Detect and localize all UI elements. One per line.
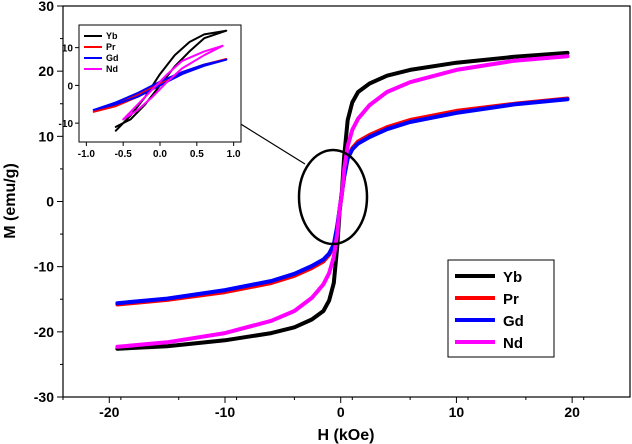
main-y-ticks: -30 -20 -10 0 10 20 30 [34,0,63,405]
inset-series-group [92,29,228,132]
main-series-group [115,50,570,351]
inset-series-line-nd [122,44,224,121]
x-tick-label: 20 [564,404,580,420]
x-tick-label: -20 [99,404,119,420]
inset-legend-label-nd: Nd [106,64,118,74]
origin-ellipse [297,148,369,246]
y-tick-label: 10 [38,128,54,144]
inset-x-tick-label: -1.0 [78,149,96,160]
legend-label-gd: Gd [503,313,524,330]
inset-y-tick-label: 10 [62,44,74,55]
inset-x-tick-label: 0.0 [153,149,167,160]
y-tick-label: 20 [38,63,54,79]
inset-series-line-gd [92,58,228,111]
inset-legend-label-pr: Pr [106,42,116,52]
main-x-ticks: -20 -10 0 10 20 [62,397,585,420]
y-axis-label: M (emu/g) [2,163,19,239]
inset-x-tick-label: 0.5 [190,149,204,160]
inset-y-tick-label: -10 [59,119,74,130]
y-tick-label: 30 [38,0,54,14]
x-axis-label: H (kOe) [318,427,375,444]
legend-label-pr: Pr [503,291,519,308]
y-tick-label: -10 [34,259,54,275]
x-tick-label: 0 [337,404,345,420]
inset-x-tick-label: 1.0 [227,149,241,160]
inset-y-tick-label: 0 [67,81,73,92]
inset-y-ticks: -10 0 10 [59,44,79,130]
inset-x-tick-label: -0.5 [115,149,133,160]
y-tick-label: -20 [34,324,54,340]
legend-label-yb: Yb [503,269,522,286]
x-tick-label: 10 [449,404,465,420]
inset-legend-label-yb: Yb [106,31,118,41]
inset-x-ticks: -1.0 -0.5 0.0 0.5 1.0 [78,142,241,160]
inset-chart: -1.0 -0.5 0.0 0.5 1.0 -10 0 10 Yb Pr Gd Nd [59,24,242,160]
main-legend: Yb Pr Gd Nd [447,259,555,358]
x-tick-label: -10 [215,404,235,420]
y-tick-label: 0 [46,194,54,210]
series-line-nd [115,54,570,349]
inset-legend-label-gd: Gd [106,53,119,63]
legend-label-nd: Nd [503,335,523,352]
y-tick-label: -30 [34,389,54,405]
inset-legend: Yb Pr Gd Nd [84,31,119,74]
